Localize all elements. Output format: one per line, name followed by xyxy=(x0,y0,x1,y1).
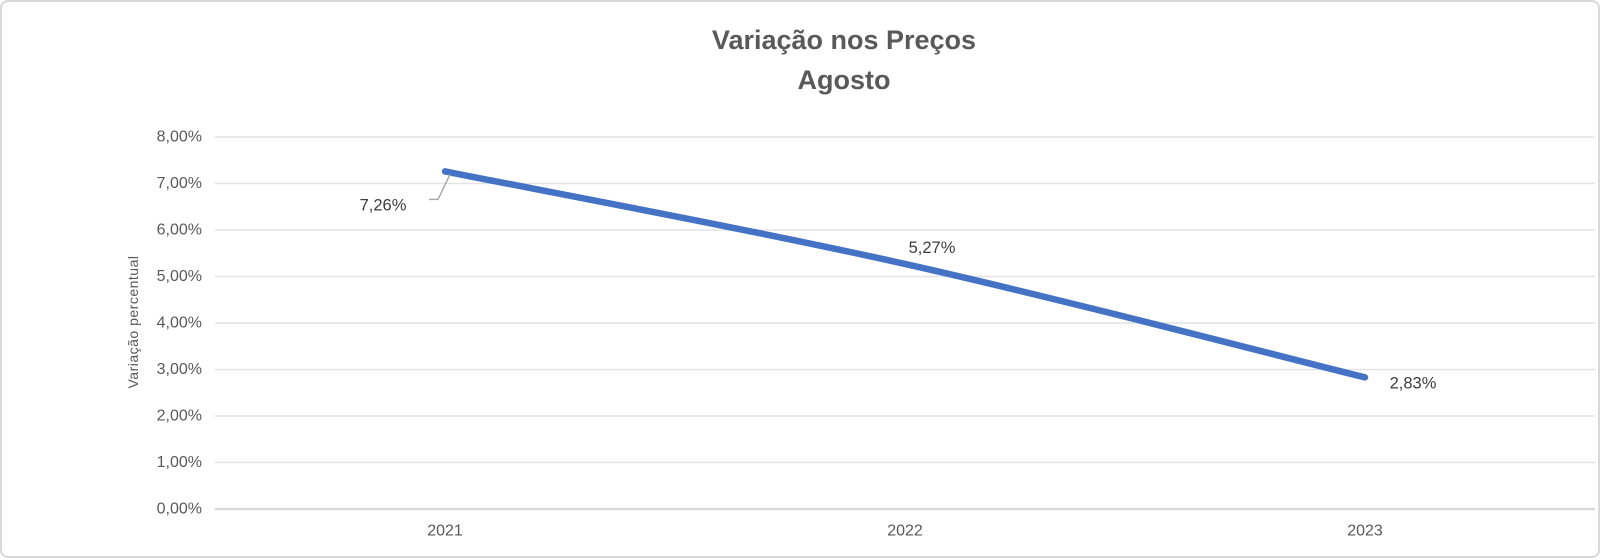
chart-title-line2: Agosto xyxy=(797,65,891,95)
x-category-label: 2022 xyxy=(887,523,923,540)
y-tick-label: 6,00% xyxy=(157,222,202,239)
y-tick-label: 1,00% xyxy=(157,454,202,471)
data-label: 7,26% xyxy=(360,196,407,214)
y-tick-label: 7,00% xyxy=(157,175,202,192)
x-category-label: 2023 xyxy=(1347,523,1383,540)
y-tick-label: 4,00% xyxy=(157,315,202,332)
y-tick-label: 3,00% xyxy=(157,361,202,378)
data-label: 5,27% xyxy=(909,239,956,257)
chart-title-line1: Variação nos Preços xyxy=(711,25,977,55)
y-tick-label: 8,00% xyxy=(157,129,202,146)
x-category-label: 2021 xyxy=(427,523,463,540)
data-label: 2,83% xyxy=(1390,374,1437,392)
chart-title: Variação nos Preços Agosto xyxy=(712,20,976,100)
series-line xyxy=(441,168,1369,381)
data-label-leader-line xyxy=(429,174,451,201)
y-tick-label: 0,00% xyxy=(157,501,202,518)
y-tick-label: 5,00% xyxy=(157,268,202,285)
y-tick-label: 2,00% xyxy=(157,408,202,425)
